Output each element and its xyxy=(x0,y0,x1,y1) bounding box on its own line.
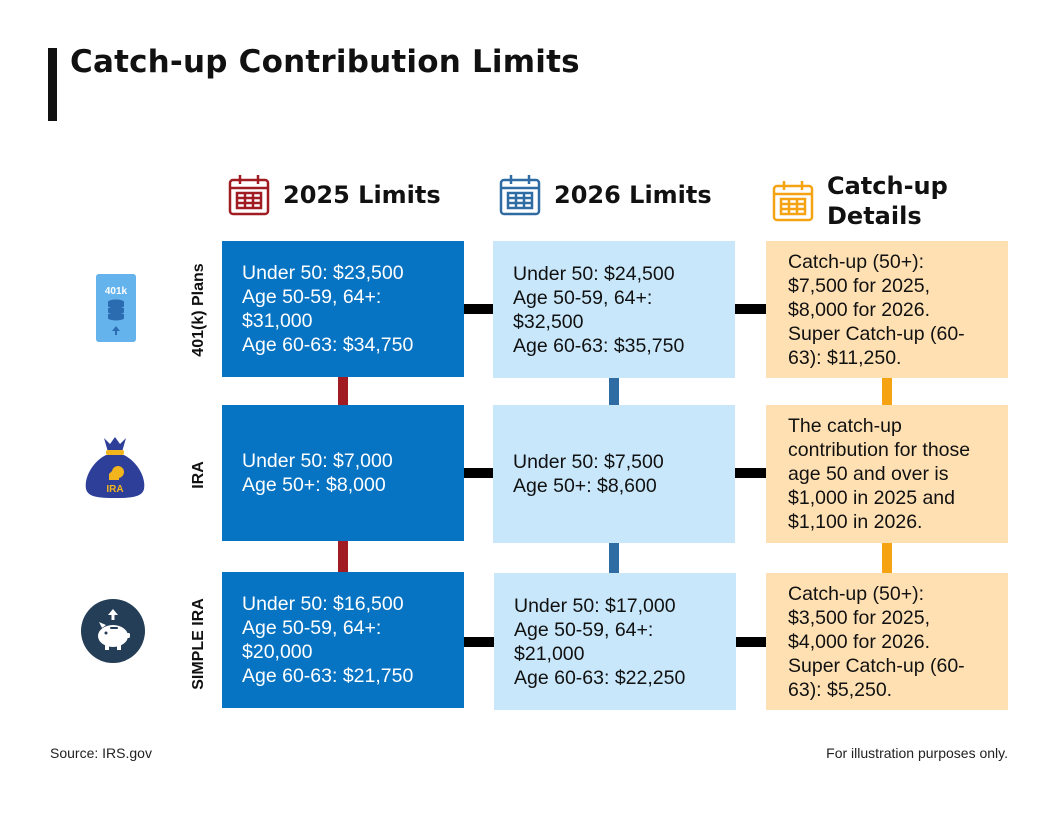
connector-2026-row2 xyxy=(609,542,619,573)
row-label-simple-ira: SIMPLE IRA xyxy=(190,598,207,690)
calendar-icon xyxy=(499,175,541,216)
connector-catchup-row2 xyxy=(882,542,892,573)
calendar-icon xyxy=(772,181,814,222)
401k-server-icon: 401k xyxy=(96,274,136,342)
connector-horizontal xyxy=(464,304,493,314)
calendar-icon xyxy=(228,175,270,216)
piggy-bank-icon xyxy=(81,599,145,663)
column-label-2025: 2025 Limits xyxy=(283,181,441,209)
card-simple-ira-2025: Under 50: $16,500 Age 50-59, 64+: $20,00… xyxy=(222,572,464,708)
connector-horizontal xyxy=(735,304,766,314)
page-title: Catch-up Contribution Limits xyxy=(70,44,580,80)
card-ira-2026: Under 50: $7,500 Age 50+: $8,600 xyxy=(493,405,735,543)
connector-2025-row1 xyxy=(338,376,348,406)
connector-horizontal xyxy=(736,637,766,647)
card-simple-ira-2026: Under 50: $17,000 Age 50-59, 64+: $21,00… xyxy=(494,573,736,710)
card-401k-2025: Under 50: $23,500 Age 50-59, 64+: $31,00… xyxy=(222,241,464,377)
401k-icon-text: 401k xyxy=(105,286,128,297)
connector-2025-row2 xyxy=(338,540,348,572)
connector-catchup-row1 xyxy=(882,378,892,406)
ira-money-bag-icon: IRA xyxy=(85,437,145,498)
connector-horizontal xyxy=(735,468,766,478)
card-401k-2026: Under 50: $24,500 Age 50-59, 64+: $32,50… xyxy=(493,241,735,378)
connector-horizontal xyxy=(464,637,494,647)
disclaimer-note: For illustration purposes only. xyxy=(826,745,1008,761)
column-header-2025: 2025 Limits xyxy=(227,173,441,217)
card-ira-2025: Under 50: $7,000 Age 50+: $8,000 xyxy=(222,405,464,541)
card-401k-catchup: Catch-up (50+): $7,500 for 2025, $8,000 … xyxy=(766,241,1008,378)
card-ira-catchup: The catch-up contribution for those age … xyxy=(766,405,1008,543)
column-header-2026: 2026 Limits xyxy=(498,173,712,217)
column-header-catchup: Catch-up Details xyxy=(771,171,948,231)
connector-horizontal xyxy=(464,468,493,478)
title-accent-bar xyxy=(48,48,57,121)
column-label-catchup: Catch-up Details xyxy=(827,172,948,230)
source-note: Source: IRS.gov xyxy=(50,745,152,761)
card-simple-ira-catchup: Catch-up (50+): $3,500 for 2025, $4,000 … xyxy=(766,573,1008,710)
ira-icon-text: IRA xyxy=(106,484,123,495)
column-label-2026: 2026 Limits xyxy=(554,181,712,209)
connector-2026-row1 xyxy=(609,378,619,406)
